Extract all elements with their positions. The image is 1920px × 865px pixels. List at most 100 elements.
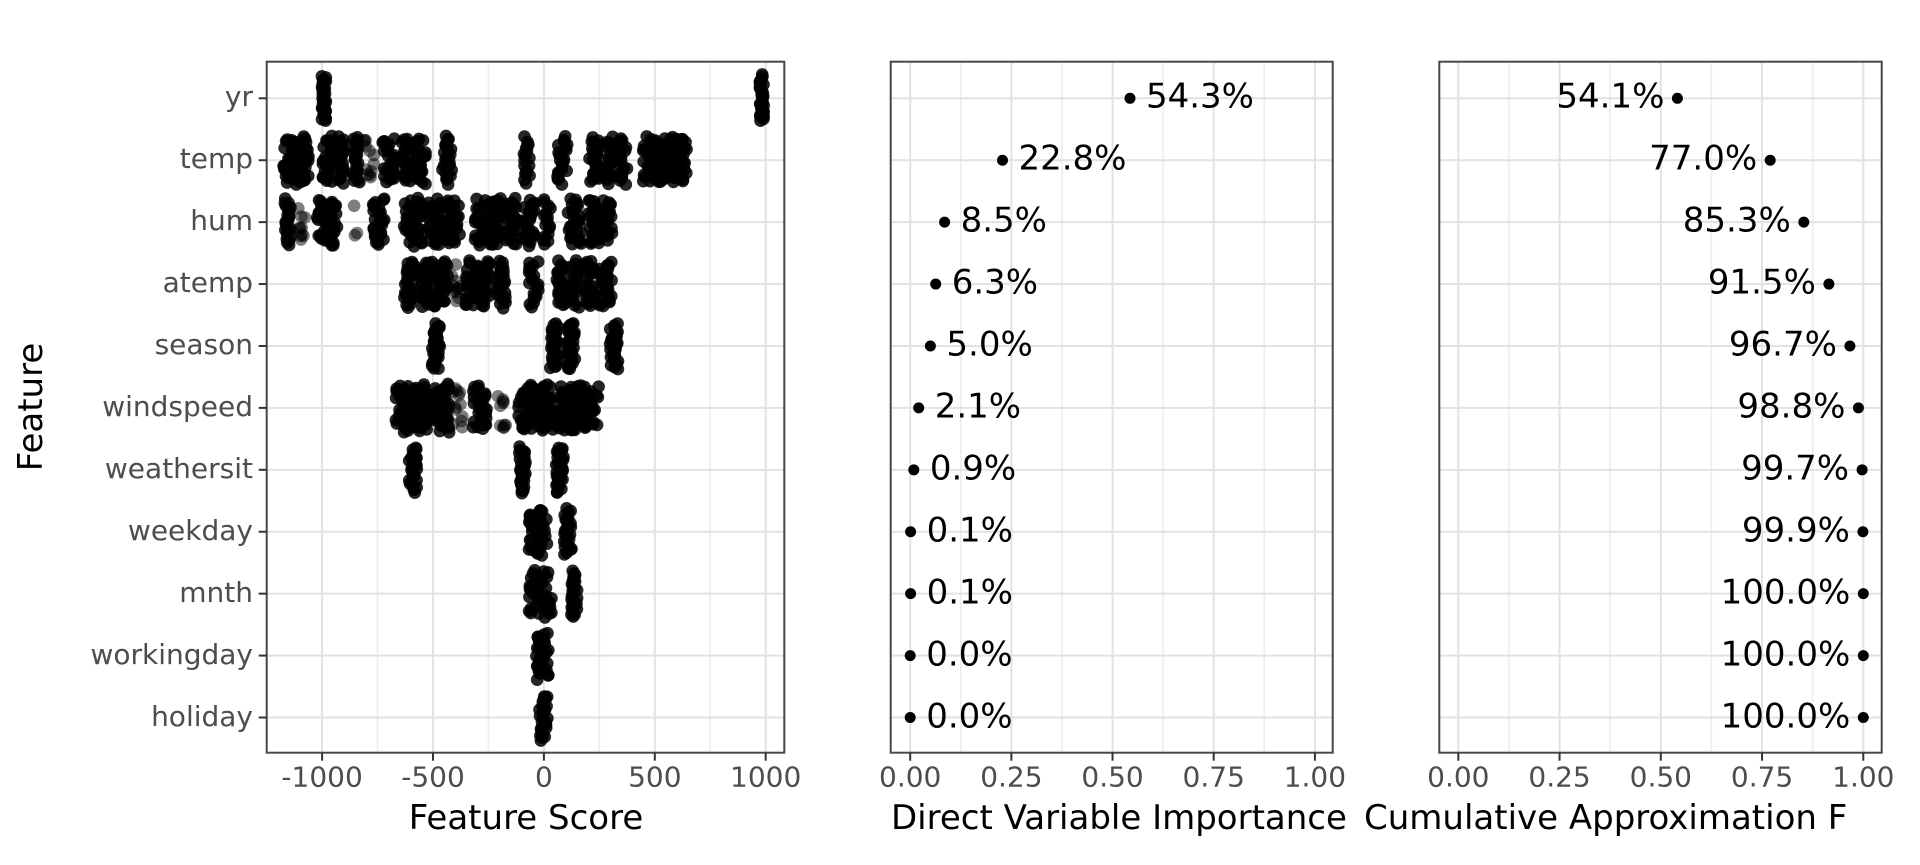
- beeswarm-dot-season: [427, 362, 441, 375]
- x-axis-title-feature-score: Feature Score: [408, 798, 644, 838]
- beeswarm-dot-workingday: [530, 673, 544, 686]
- importance-value-label: 0.9%: [929, 448, 1017, 489]
- importance-value-label: 99.9%: [1741, 510, 1850, 551]
- beeswarm-dot-windspeed: [578, 421, 592, 435]
- beeswarm-dot-hum: [292, 202, 305, 215]
- y-tick-label-temp: temp: [179, 142, 253, 176]
- x-tick-label: 0.25: [980, 760, 1043, 794]
- importance-dot: [1844, 340, 1856, 352]
- beeswarm-dot-temp: [619, 178, 633, 191]
- y-tick-label-season: season: [154, 328, 253, 362]
- beeswarm-dot-temp: [367, 148, 381, 162]
- x-tick-label: 0.00: [879, 760, 942, 794]
- x-tick-label: 0.00: [1427, 760, 1490, 794]
- beeswarm-dot-atemp: [460, 298, 473, 311]
- beeswarm-dot-windspeed: [496, 393, 510, 406]
- importance-value-label: 100.0%: [1720, 633, 1851, 674]
- beeswarm-dot-atemp: [416, 300, 429, 314]
- beeswarm-dot-atemp: [428, 299, 442, 313]
- beeswarm-dot-windspeed: [453, 386, 467, 399]
- x-tick-label: -500: [401, 760, 465, 794]
- importance-value-label: 5.0%: [946, 324, 1033, 365]
- beeswarm-dot-hum: [350, 226, 364, 240]
- x-axis-title-cumulative-approximation: Cumulative Approximation F: [1364, 798, 1848, 838]
- beeswarm-dot-hum: [347, 199, 361, 213]
- importance-dot: [1671, 92, 1683, 104]
- x-tick-label: 0: [534, 760, 553, 794]
- beeswarm-dot-holiday: [534, 734, 548, 747]
- importance-dot: [905, 588, 917, 600]
- beeswarm-dot-atemp: [401, 301, 415, 315]
- x-tick-label: -1000: [281, 760, 363, 794]
- importance-dot: [1856, 464, 1868, 476]
- beeswarm-dot-windspeed: [433, 424, 447, 438]
- beeswarm-dot-windspeed: [401, 424, 415, 437]
- y-axis-title-feature: Feature: [11, 342, 51, 472]
- importance-value-label: 54.1%: [1556, 76, 1665, 117]
- beeswarm-dot-hum: [507, 237, 520, 250]
- beeswarm-dot-temp: [441, 178, 455, 191]
- importance-value-label: 85.3%: [1682, 200, 1791, 241]
- beeswarm-dot-yr: [315, 113, 329, 126]
- beeswarm-dot-atemp: [593, 298, 606, 312]
- beeswarm-dot-weathersit: [408, 486, 422, 500]
- importance-value-label: 8.5%: [960, 200, 1047, 241]
- importance-dot: [1857, 712, 1869, 723]
- importance-value-label: 22.8%: [1018, 138, 1127, 179]
- importance-value-label: 96.7%: [1728, 324, 1837, 365]
- beeswarm-dot-season: [544, 361, 557, 375]
- beeswarm-dot-weathersit: [550, 486, 564, 499]
- beeswarm-dot-atemp: [446, 278, 459, 292]
- beeswarm-dot-hum: [429, 237, 442, 251]
- importance-dot: [1823, 278, 1835, 290]
- beeswarm-dot-temp: [290, 178, 303, 191]
- y-tick-label-workingday: workingday: [90, 637, 253, 671]
- beeswarm-dot-hum: [407, 240, 421, 253]
- beeswarm-dot-mnth: [538, 611, 552, 624]
- x-tick-label: 0.50: [1629, 760, 1692, 794]
- importance-dot: [913, 402, 925, 414]
- beeswarm-dot-windspeed: [497, 421, 511, 434]
- y-tick-label-yr: yr: [224, 80, 253, 114]
- beeswarm-dot-windspeed: [476, 422, 490, 436]
- beeswarm-dot-hum: [327, 239, 340, 252]
- x-tick-label: 0.50: [1081, 760, 1144, 794]
- beeswarm-dot-temp: [584, 175, 597, 188]
- y-tick-label-holiday: holiday: [151, 699, 253, 733]
- beeswarm-dot-hum: [298, 211, 312, 224]
- beeswarm-dot-hum: [294, 229, 307, 243]
- beeswarm-dot-temp: [353, 175, 366, 189]
- importance-value-label: 100.0%: [1720, 695, 1851, 736]
- beeswarm-dot-hum: [372, 238, 385, 251]
- beeswarm-dot-weathersit: [515, 486, 529, 500]
- beeswarm-dot-atemp: [449, 258, 463, 271]
- beeswarm-dot-mnth: [566, 610, 580, 623]
- importance-dot: [908, 464, 920, 476]
- beeswarm-dot-atemp: [525, 300, 538, 314]
- beeswarm-dot-temp: [519, 177, 533, 190]
- beeswarm-dot-hum: [473, 239, 486, 252]
- beeswarm-dot-temp: [359, 140, 373, 153]
- beeswarm-dot-weekday: [535, 549, 549, 562]
- importance-dot: [924, 340, 936, 352]
- beeswarm-dot-atemp: [556, 298, 570, 312]
- importance-dot: [1857, 526, 1869, 538]
- beeswarm-dot-temp: [654, 175, 667, 188]
- importance-dot: [1852, 402, 1864, 414]
- importance-dot: [905, 526, 917, 538]
- beeswarm-dot-season: [611, 362, 625, 376]
- x-tick-label: 0.25: [1528, 760, 1591, 794]
- beeswarm-dot-mnth: [522, 604, 536, 618]
- importance-value-label: 0.1%: [926, 510, 1013, 551]
- importance-dot: [1764, 154, 1776, 166]
- beeswarm-dot-temp: [320, 174, 334, 187]
- x-tick-label: 1.00: [1283, 760, 1347, 794]
- beeswarm-dot-temp: [380, 175, 393, 189]
- importance-value-label: 99.7%: [1741, 448, 1850, 489]
- importance-dot: [904, 650, 916, 662]
- y-tick-label-windspeed: windspeed: [102, 390, 253, 424]
- beeswarm-dot-hum: [566, 237, 579, 251]
- importance-value-label: 54.3%: [1145, 76, 1254, 117]
- beeswarm-dot-hum: [486, 238, 499, 251]
